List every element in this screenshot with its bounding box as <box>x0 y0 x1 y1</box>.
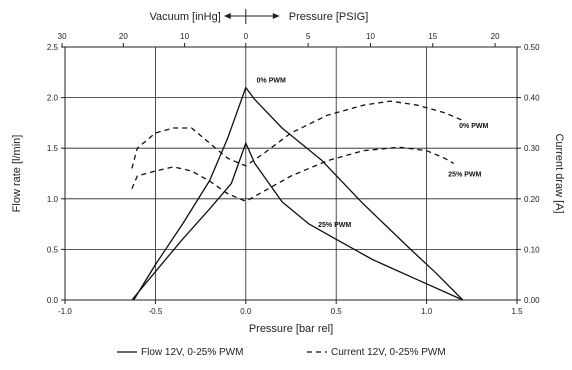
series-layer <box>131 86 464 301</box>
top-tick-label: 5 <box>306 32 311 41</box>
top-tick-label: 15 <box>428 32 437 41</box>
arrow-right-icon <box>272 13 280 19</box>
top-tick-label: 30 <box>58 32 67 41</box>
series-line-1 <box>133 86 464 301</box>
top-tick-label: 10 <box>366 32 375 41</box>
y-left-tick-label: 1.0 <box>47 195 59 204</box>
y-right-tick-label: 0.20 <box>524 195 540 204</box>
labels: -1.0 -0.5 0.0 0.5 1.0 1.5 30 20 10 0 5 10 15 20 0.0 0.5… <box>11 11 565 358</box>
plot-frame <box>64 46 518 301</box>
y-left-tick-label: 0.0 <box>47 296 59 305</box>
top-axis-title-vacuum: Vacuum [inHg] <box>149 11 220 23</box>
annotation-label: 0% PWM <box>257 77 286 84</box>
y-right-tick-label: 0.00 <box>524 296 540 305</box>
y-left-tick-label: 1.5 <box>47 144 59 153</box>
x-tick-label: 1.5 <box>511 307 523 316</box>
x-tick-label: 1.0 <box>421 307 433 316</box>
y-left-tick-label: 2.5 <box>47 43 59 52</box>
annotation-label: 25% PWM <box>318 222 351 229</box>
y-left-tick-label: 2.0 <box>47 94 59 103</box>
series-line-2 <box>131 142 464 301</box>
y-right-axis-title: Current draw [A] <box>553 133 565 213</box>
series-line-4 <box>131 146 455 202</box>
top-tick-label: 0 <box>244 32 249 41</box>
x-axis-title: Pressure [bar rel] <box>249 323 333 335</box>
x-tick-label: -0.5 <box>149 307 163 316</box>
y-left-tick-label: 0.5 <box>47 245 59 254</box>
legend-label: Flow 12V, 0-25% PWM <box>141 347 243 358</box>
arrow-left-icon <box>223 13 231 19</box>
top-tick-label: 20 <box>119 32 128 41</box>
legend-label: Current 12V, 0-25% PWM <box>331 347 446 358</box>
y-right-tick-label: 0.30 <box>524 144 540 153</box>
axes <box>61 9 521 304</box>
x-tick-label: -1.0 <box>58 307 72 316</box>
top-tick-label: 20 <box>491 32 500 41</box>
y-right-tick-label: 0.10 <box>524 245 540 254</box>
annotation-label: 25% PWM <box>448 172 481 179</box>
top-axis-title-pressure: Pressure [PSIG] <box>289 11 368 23</box>
annotation-label: 0% PWM <box>459 123 488 130</box>
y-left-axis-title: Flow rate [l/min] <box>11 135 23 213</box>
top-tick-label: 10 <box>180 32 189 41</box>
y-right-tick-label: 0.50 <box>524 43 540 52</box>
x-tick-label: 0.0 <box>240 307 252 316</box>
y-right-tick-label: 0.40 <box>524 94 540 103</box>
series-line-3 <box>131 100 464 169</box>
x-tick-label: 0.5 <box>331 307 343 316</box>
